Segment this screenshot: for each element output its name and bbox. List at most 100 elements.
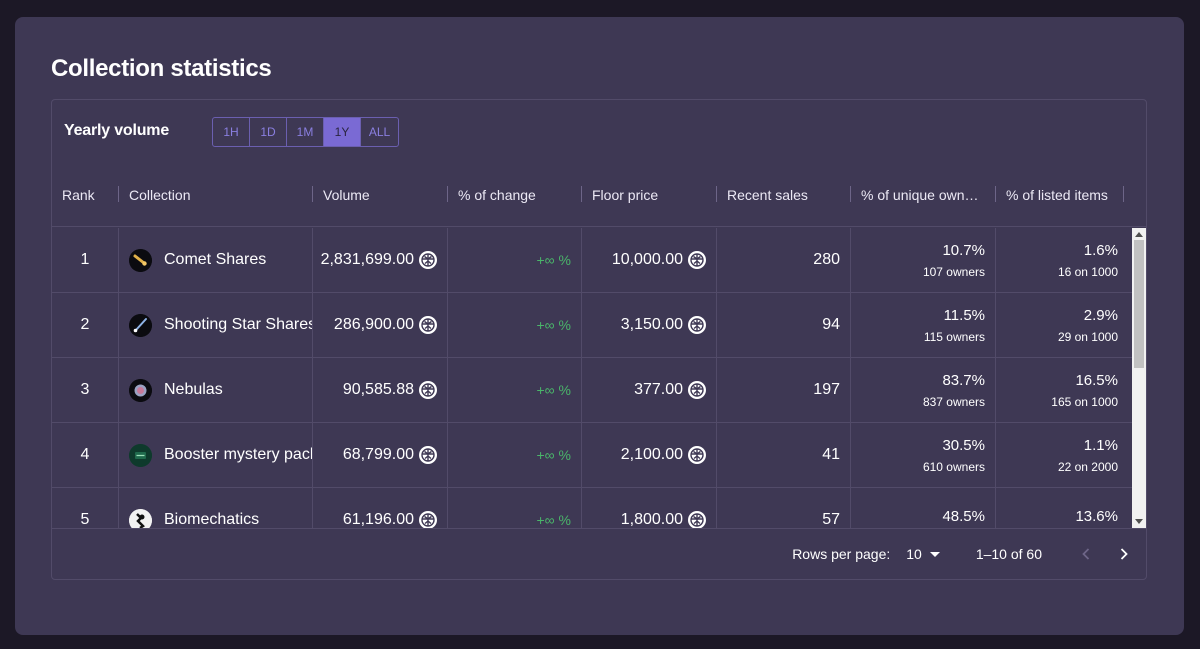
column-header-collection[interactable]: Collection [119, 164, 313, 226]
rows-per-page-select[interactable]: 10 [906, 546, 940, 562]
table-row[interactable]: 1 Comet Shares 2,831,699.00 +∞ % 10,000.… [52, 228, 1132, 293]
floor-price-cell: 2,100.00 [582, 423, 717, 487]
unique-owners-count: 610 owners [922, 459, 985, 474]
collection-name: Biomechatics [164, 511, 260, 528]
collection-cell[interactable]: Comet Shares [119, 228, 313, 292]
table-row[interactable]: 4 Booster mystery pack 68,799.00 +∞ % 2,… [52, 423, 1132, 488]
collection-name: Comet Shares [164, 251, 267, 268]
token-icon [688, 316, 706, 334]
chevron-left-icon [1082, 548, 1090, 560]
column-header-change[interactable]: % of change [448, 164, 582, 226]
unique-owners-percent: 10.7% [942, 241, 985, 259]
unique-owners-cell: 10.7% 107 owners [851, 228, 996, 292]
listed-items-cell: 16.5% 165 on 1000 [996, 358, 1132, 422]
rank-cell: 4 [52, 423, 119, 487]
unique-owners-percent: 30.5% [942, 436, 985, 454]
rank-cell: 3 [52, 358, 119, 422]
column-header-recent-sales[interactable]: Recent sales [717, 164, 851, 226]
rows-per-page-label: Rows per page: [792, 546, 891, 562]
floor-price-cell: 3,150.00 [582, 293, 717, 357]
listed-items-percent: 16.5% [1075, 371, 1118, 389]
panel-title: Yearly volume [64, 122, 170, 139]
floor-price-value: 2,100.00 [620, 446, 683, 463]
change-cell: +∞ % [448, 293, 582, 357]
change-cell: +∞ % [448, 423, 582, 487]
collection-cell[interactable]: Booster mystery pack [119, 423, 313, 487]
volume-cell: 2,831,699.00 [313, 228, 448, 292]
unique-owners-count: 115 owners [923, 329, 985, 344]
pagination-range: 1–10 of 60 [975, 546, 1042, 562]
token-icon [688, 381, 706, 399]
panel-header: Yearly volume 1H 1D 1M 1Y ALL [52, 100, 1146, 164]
column-header-volume[interactable]: Volume [313, 164, 448, 226]
column-header-floor-price[interactable]: Floor price [582, 164, 717, 226]
listed-items-count: 22 on 2000 [1057, 459, 1118, 474]
volume-value: 61,196.00 [342, 511, 414, 528]
listed-items-percent: 2.9% [1083, 306, 1118, 324]
unique-owners-percent: 83.7% [942, 371, 985, 389]
table-body: 1 Comet Shares 2,831,699.00 +∞ % 10,000.… [52, 228, 1132, 528]
collection-name: Shooting Star Shares [164, 316, 313, 333]
listed-items-percent: 1.1% [1083, 436, 1118, 454]
volume-cell: 286,900.00 [313, 293, 448, 357]
token-icon [419, 381, 437, 399]
token-icon [688, 251, 706, 269]
volume-value: 68,799.00 [342, 446, 414, 463]
volume-value: 2,831,699.00 [320, 251, 414, 268]
listed-items-count: 29 on 1000 [1057, 329, 1118, 344]
column-header-unique-owners[interactable]: % of unique own… [851, 164, 996, 226]
floor-price-cell: 377.00 [582, 358, 717, 422]
table-pagination: Rows per page: 10 1–10 of 60 [52, 528, 1146, 579]
collection-name: Booster mystery pack [164, 446, 313, 463]
chevron-right-icon [1120, 548, 1128, 560]
recent-sales-cell: 197 [717, 358, 851, 422]
listed-items-cell: 2.9% 29 on 1000 [996, 293, 1132, 357]
volume-cell: 90,585.88 [313, 358, 448, 422]
table-row[interactable]: 5 Biomechatics 61,196.00 +∞ % 1,800.00 5… [52, 488, 1132, 528]
listed-items-percent: 13.6% [1075, 507, 1118, 525]
rows-per-page-value: 10 [906, 546, 922, 562]
range-button-1y[interactable]: 1Y [324, 118, 361, 146]
scroll-down-arrow-icon[interactable] [1135, 519, 1143, 524]
listed-items-count: 165 on 1000 [1051, 394, 1118, 409]
listed-items-cell: 1.1% 22 on 2000 [996, 423, 1132, 487]
column-header-rank[interactable]: Rank [52, 164, 119, 226]
scroll-up-arrow-icon[interactable] [1135, 232, 1143, 237]
volume-panel: Yearly volume 1H 1D 1M 1Y ALL Rank Colle… [51, 99, 1147, 580]
unique-owners-count: 837 owners [922, 394, 985, 409]
floor-price-value: 3,150.00 [620, 316, 683, 333]
range-button-1d[interactable]: 1D [250, 118, 287, 146]
recent-sales-cell: 41 [717, 423, 851, 487]
table-scrollbar[interactable] [1132, 228, 1146, 528]
recent-sales-cell: 57 [717, 488, 851, 528]
token-icon [419, 251, 437, 269]
rank-cell: 1 [52, 228, 119, 292]
range-button-1h[interactable]: 1H [213, 118, 250, 146]
scrollbar-thumb[interactable] [1134, 240, 1144, 368]
unique-owners-cell: 48.5% [851, 488, 996, 528]
range-button-all[interactable]: ALL [368, 125, 391, 139]
next-page-button[interactable] [1110, 540, 1138, 568]
token-icon [688, 446, 706, 464]
table-row[interactable]: 2 Shooting Star Shares 286,900.00 +∞ % 3… [52, 293, 1132, 358]
collection-name: Nebulas [164, 381, 223, 398]
previous-page-button[interactable] [1072, 540, 1100, 568]
range-button-1m[interactable]: 1M [287, 118, 324, 146]
volume-cell: 68,799.00 [313, 423, 448, 487]
collection-cell[interactable]: Biomechatics [119, 488, 313, 528]
unique-owners-count: 107 owners [922, 264, 985, 279]
volume-value: 90,585.88 [342, 381, 414, 398]
rank-cell: 2 [52, 293, 119, 357]
column-header-listed-items[interactable]: % of listed items [996, 164, 1132, 226]
collection-cell[interactable]: Nebulas [119, 358, 313, 422]
listed-items-count: 16 on 1000 [1057, 264, 1118, 279]
collection-statistics-card: Collection statistics Yearly volume 1H 1… [15, 17, 1184, 635]
page-title: Collection statistics [51, 55, 272, 82]
rank-cell: 5 [52, 488, 119, 528]
table-row[interactable]: 3 Nebulas 90,585.88 +∞ % 377.00 197 [52, 358, 1132, 423]
collection-cell[interactable]: Shooting Star Shares [119, 293, 313, 357]
unique-owners-cell: 30.5% 610 owners [851, 423, 996, 487]
change-cell: +∞ % [448, 358, 582, 422]
comet-icon [129, 248, 152, 272]
caret-down-icon [929, 551, 940, 557]
